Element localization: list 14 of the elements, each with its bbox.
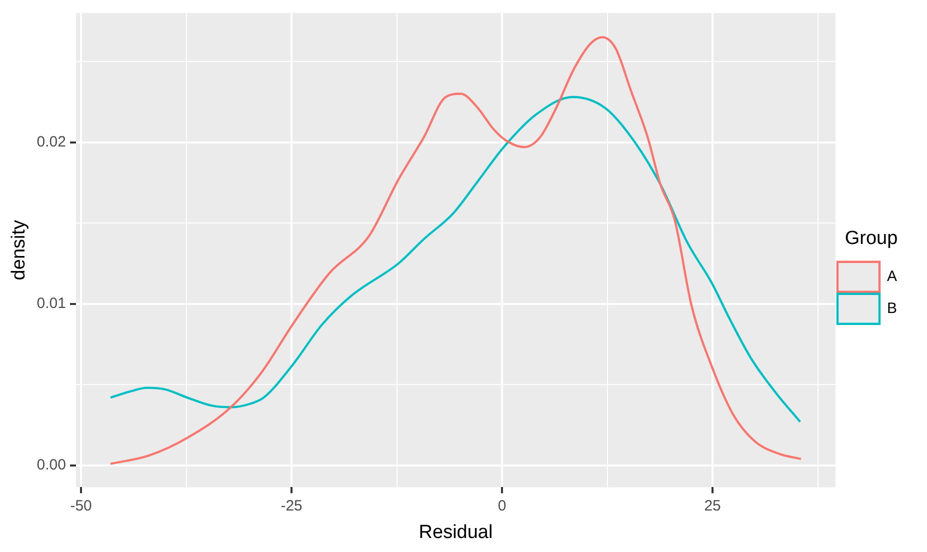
legend-label: B	[886, 300, 898, 318]
y-tick-label: 0.01	[36, 294, 66, 312]
x-tick-label: -25	[280, 497, 302, 514]
x-tick-label: 25	[704, 497, 721, 514]
line-series	[109, 96, 802, 423]
legend-title: Group	[844, 228, 898, 249]
x-tick-label: -50	[70, 497, 92, 514]
legend-label: A	[886, 268, 898, 286]
x-axis-title: Residual	[418, 522, 493, 543]
y-tick-label: 0.02	[36, 133, 66, 150]
line-series	[109, 36, 802, 465]
x-tick-label: 0	[498, 497, 506, 514]
y-axis-title: density	[8, 220, 30, 280]
y-tick-label: 0.00	[36, 456, 66, 474]
